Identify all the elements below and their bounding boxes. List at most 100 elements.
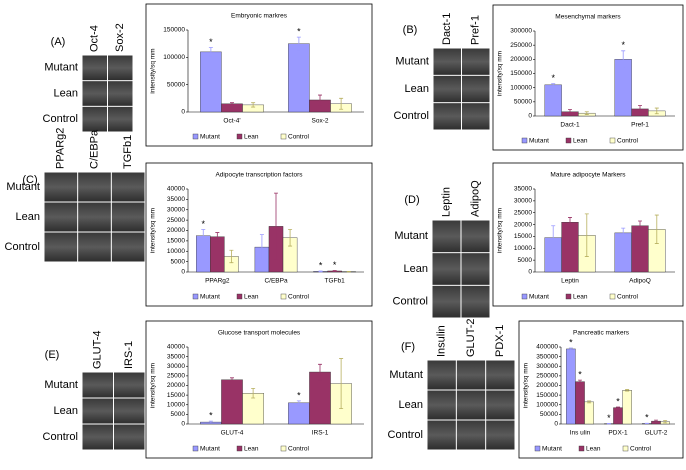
- legend-label: Mutant: [542, 446, 562, 453]
- gel-row-label: Lean: [399, 399, 423, 411]
- x-tick-label: Leptin: [561, 278, 579, 285]
- legend-swatch: [609, 293, 616, 300]
- gel-lane-label: Sox-2: [114, 23, 126, 52]
- legend-swatch: [236, 293, 243, 300]
- gel-row-label: Lean: [54, 87, 78, 99]
- gel-cell: [427, 360, 456, 390]
- error-bar: [318, 270, 323, 273]
- y-tick-label: 5000: [518, 257, 533, 264]
- y-tick-label: 100000: [510, 84, 532, 91]
- y-axis-label: intensity/sq mm: [150, 208, 157, 253]
- legend-label: Lean: [586, 446, 601, 453]
- error-bar: [578, 379, 582, 384]
- gel-lane-label: PDX-1: [494, 325, 506, 357]
- error-bar: [654, 214, 659, 244]
- y-tick-label: 200000: [510, 56, 532, 63]
- y-tick-label: 400000: [536, 344, 558, 351]
- gel-cell: [82, 372, 113, 398]
- legend-swatch: [280, 445, 287, 452]
- gel-cell: [456, 420, 486, 450]
- significance-mark: *: [607, 413, 611, 423]
- gel-row-label: Lean: [16, 211, 40, 223]
- significance-mark: *: [333, 260, 337, 270]
- error-bar: [229, 249, 234, 264]
- significance-mark: *: [297, 390, 301, 400]
- chart-title: Mesenchymal markers: [555, 14, 621, 21]
- legend-label: Lean: [244, 446, 259, 453]
- bar: [613, 407, 623, 425]
- significance-mark: *: [319, 260, 323, 270]
- y-tick-label: 50000: [514, 99, 532, 106]
- legend-label: Mutant: [200, 294, 220, 301]
- significance-mark: *: [621, 40, 625, 50]
- y-tick-label: 25000: [167, 373, 185, 380]
- gel-lane-label: Dact-1: [441, 13, 453, 45]
- y-tick-label: 15000: [167, 238, 185, 245]
- legend-swatch: [192, 133, 199, 140]
- error-bar: [568, 217, 572, 228]
- y-tick-label: 0: [528, 269, 532, 276]
- gel-lane-label: Leptin: [440, 187, 452, 217]
- y-tick-label: 150000: [510, 70, 532, 77]
- significance-mark: *: [209, 410, 213, 420]
- error-bar: [621, 227, 626, 239]
- legend-swatch: [534, 445, 541, 452]
- y-tick-label: 35000: [167, 196, 185, 203]
- legend-label: Lean: [244, 294, 259, 301]
- y-axis-label: intensity/sq mm: [497, 208, 504, 253]
- gel-lane-label: Insulin: [436, 325, 448, 357]
- error-bar: [551, 225, 556, 250]
- gel-cell: [461, 285, 490, 318]
- legend-label: Control: [617, 294, 639, 301]
- error-bar: [339, 358, 344, 409]
- gel-cell: [108, 106, 133, 132]
- y-tick-label: 30000: [167, 206, 185, 213]
- y-tick-label: 50000: [540, 411, 558, 418]
- error-bar: [274, 192, 278, 260]
- bar: [221, 379, 243, 425]
- gel-cell: [462, 75, 490, 103]
- significance-mark: *: [645, 413, 649, 423]
- gel-cell: [486, 390, 515, 420]
- y-tick-label: 5000: [171, 258, 186, 265]
- gel-lane-label: Pref-1: [470, 15, 482, 45]
- y-tick-label: 250000: [536, 373, 558, 380]
- y-tick-label: 25000: [514, 209, 532, 216]
- panel-letter: (F): [401, 341, 415, 353]
- gel-lane-label: GLUT-4: [92, 330, 104, 369]
- panel-letter: (B): [403, 24, 418, 36]
- y-tick-label: 40000: [167, 186, 185, 193]
- y-axis-label: intensity/sq mm: [150, 48, 157, 93]
- error-bar: [339, 97, 344, 110]
- gel-row-label: Mutant: [44, 379, 78, 391]
- gel-row-label: Lean: [54, 405, 78, 417]
- gel-cell: [462, 48, 490, 75]
- chart-frame: [492, 4, 684, 151]
- bar: [614, 232, 632, 273]
- significance-mark: *: [578, 369, 582, 379]
- x-tick-label: Pref-1: [631, 122, 649, 129]
- gel-row-label: Control: [5, 241, 40, 253]
- gel-cell: [432, 220, 461, 253]
- y-tick-label: 15000: [514, 233, 532, 240]
- error-bar: [230, 102, 234, 106]
- gel-lane-label: GLUT-2: [465, 318, 477, 357]
- significance-mark: *: [616, 396, 620, 406]
- bar: [622, 390, 632, 425]
- error-bar: [251, 387, 256, 399]
- error-bar: [296, 400, 301, 406]
- significance-mark: *: [297, 26, 301, 36]
- x-tick-label: TGFb1: [325, 278, 346, 285]
- y-tick-label: 10000: [514, 245, 532, 252]
- gel-cell: [111, 232, 145, 262]
- gel-cell: [461, 253, 490, 285]
- error-bar: [296, 36, 301, 51]
- chart-frame: [518, 320, 684, 459]
- gel-cell: [44, 232, 78, 262]
- bar: [561, 221, 579, 273]
- gel-cell: [427, 420, 456, 450]
- significance-mark: *: [551, 73, 555, 83]
- error-bar: [625, 389, 630, 392]
- gel-lane-label: IRS-1: [123, 341, 135, 369]
- gel-row-label: Control: [393, 296, 428, 308]
